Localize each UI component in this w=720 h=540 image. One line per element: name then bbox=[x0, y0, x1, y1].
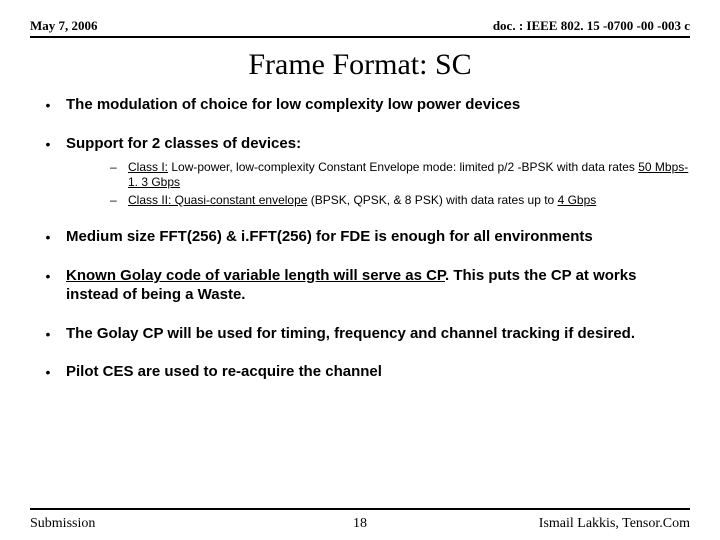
sub-list: – Class I: Low-power, low-complexity Con… bbox=[110, 160, 690, 209]
sub-item-text: Class II: Quasi-constant envelope (BPSK,… bbox=[128, 193, 690, 209]
header-bar: May 7, 2006 doc. : IEEE 802. 15 -0700 -0… bbox=[30, 18, 690, 38]
dash-icon: – bbox=[110, 160, 128, 176]
dash-icon: – bbox=[110, 193, 128, 209]
list-item: • Known Golay code of variable length wi… bbox=[30, 267, 690, 305]
bullet-dot: • bbox=[30, 267, 66, 285]
bullet-dot: • bbox=[30, 135, 66, 153]
header-date: May 7, 2006 bbox=[30, 18, 98, 34]
list-item: • Support for 2 classes of devices: bbox=[30, 135, 690, 154]
bullet-dot: • bbox=[30, 228, 66, 246]
sub-item: – Class II: Quasi-constant envelope (BPS… bbox=[110, 193, 690, 209]
class-label: Class II: Quasi-constant envelope bbox=[128, 193, 307, 207]
footer-bar: Submission 18 Ismail Lakkis, Tensor.Com bbox=[30, 516, 690, 532]
bullet-dot: • bbox=[30, 96, 66, 114]
main-list-2: • Medium size FFT(256) & i.FFT(256) for … bbox=[30, 228, 690, 382]
sub-item-text: Class I: Low-power, low-complexity Const… bbox=[128, 160, 690, 191]
bullet-dot: • bbox=[30, 325, 66, 343]
slide-page: May 7, 2006 doc. : IEEE 802. 15 -0700 -0… bbox=[0, 0, 720, 540]
item-text: Medium size FFT(256) & i.FFT(256) for FD… bbox=[66, 228, 690, 247]
sub-text: (BPSK, QPSK, & 8 PSK) with data rates up… bbox=[307, 193, 557, 207]
sub-text: Low-power, low-complexity Constant Envel… bbox=[168, 160, 638, 174]
golay-underline: Known Golay code of variable length will… bbox=[66, 267, 445, 284]
item-text: The modulation of choice for low complex… bbox=[66, 96, 690, 115]
main-list: • The modulation of choice for low compl… bbox=[30, 96, 690, 154]
sub-item: – Class I: Low-power, low-complexity Con… bbox=[110, 160, 690, 191]
rate-text: 4 Gbps bbox=[558, 193, 597, 207]
header-docref: doc. : IEEE 802. 15 -0700 -00 -003 c bbox=[493, 18, 690, 34]
page-title: Frame Format: SC bbox=[30, 48, 690, 82]
list-item: • The Golay CP will be used for timing, … bbox=[30, 325, 690, 344]
footer-page-number: 18 bbox=[30, 516, 690, 532]
list-item: • The modulation of choice for low compl… bbox=[30, 96, 690, 115]
item-text: Pilot CES are used to re-acquire the cha… bbox=[66, 363, 690, 382]
item-text: Known Golay code of variable length will… bbox=[66, 267, 690, 305]
list-item: • Pilot CES are used to re-acquire the c… bbox=[30, 363, 690, 382]
bullet-dot: • bbox=[30, 363, 66, 381]
footer-rule bbox=[30, 508, 690, 510]
item-text: Support for 2 classes of devices: bbox=[66, 135, 690, 154]
class-label: Class I: bbox=[128, 160, 168, 174]
item-text: The Golay CP will be used for timing, fr… bbox=[66, 325, 690, 344]
list-item: • Medium size FFT(256) & i.FFT(256) for … bbox=[30, 228, 690, 247]
